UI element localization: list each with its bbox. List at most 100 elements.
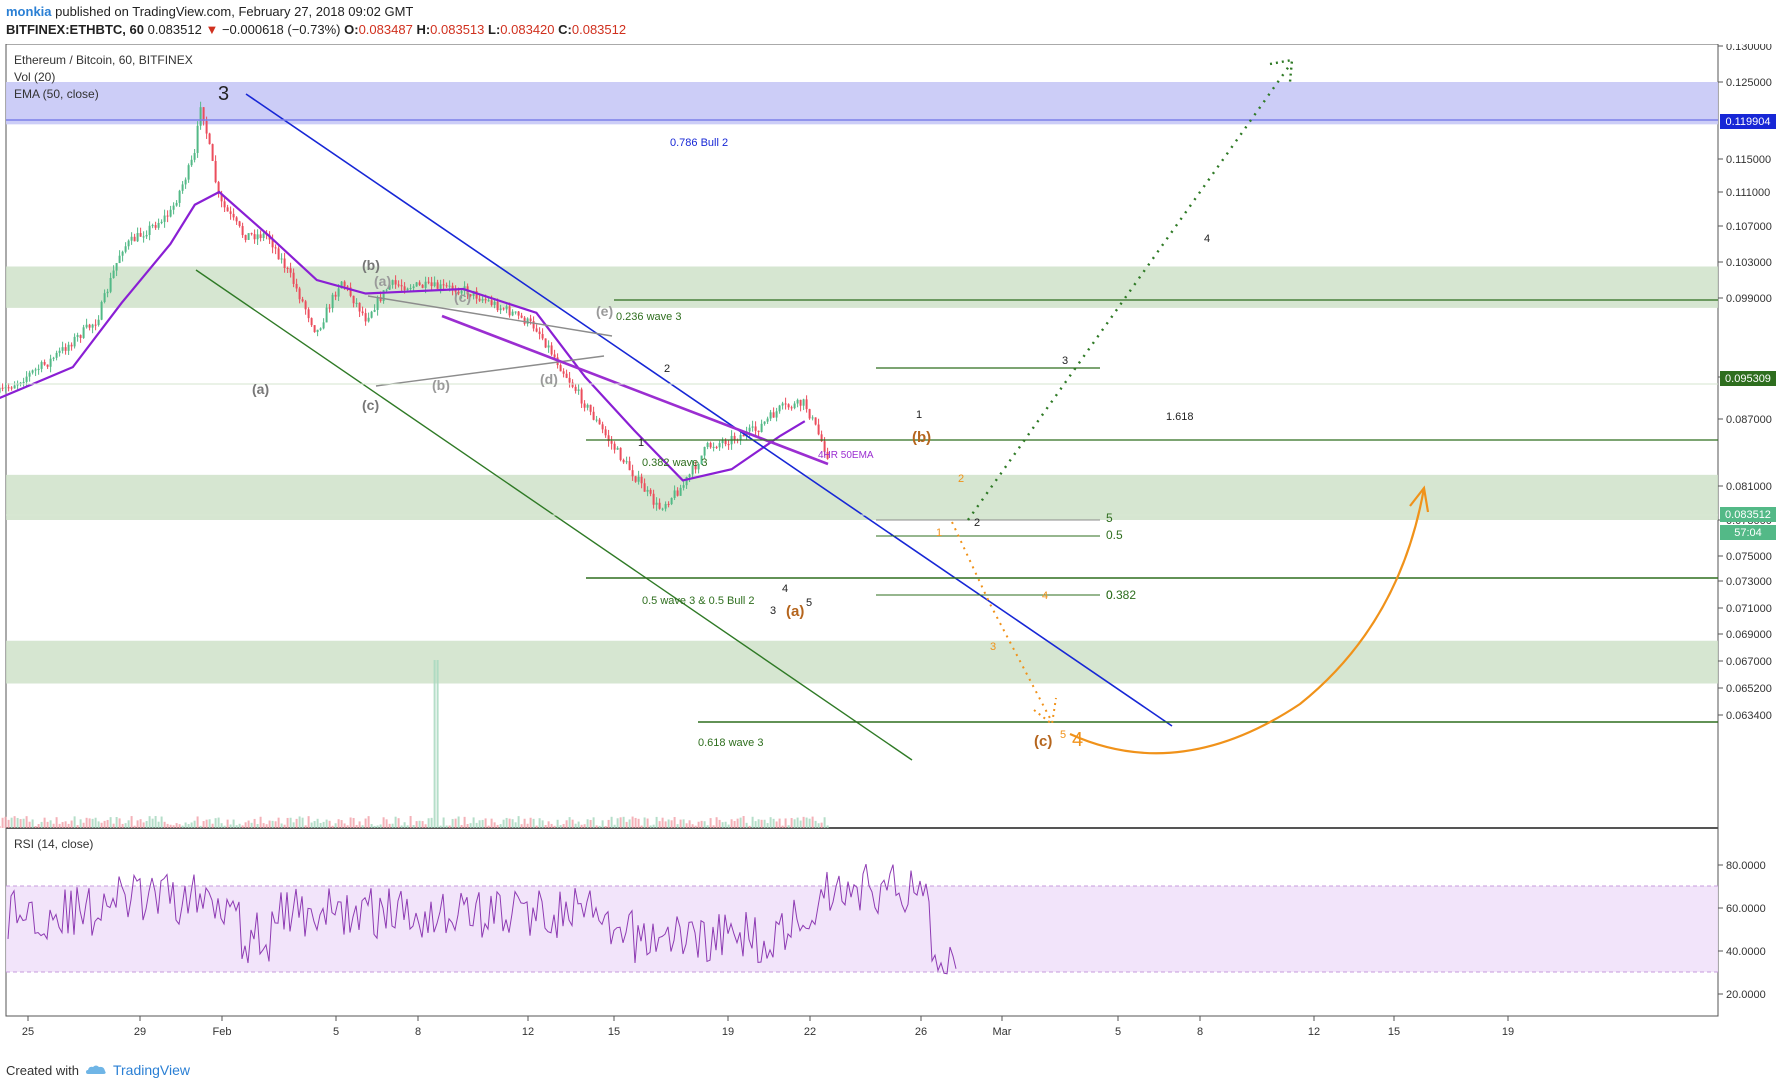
candle-down <box>559 365 562 372</box>
volume-bar <box>643 817 646 828</box>
volume-bar <box>607 819 610 828</box>
rsi-axis[interactable]: 80.0000 60.0000 40.0000 20.0000 <box>1718 860 1766 1001</box>
volume-bar <box>217 817 220 828</box>
annotation-label: 4HR 50EMA <box>818 450 874 461</box>
volume-bar <box>586 819 589 828</box>
candle-down <box>799 399 802 406</box>
candle-down <box>565 373 568 378</box>
candle-down <box>217 182 220 194</box>
candle-down <box>88 324 91 328</box>
volume-bar <box>739 817 742 828</box>
symbol-name[interactable]: BITFINEX:ETHBTC, 60 <box>6 22 144 37</box>
candle-up <box>142 236 145 238</box>
candle-down <box>814 417 817 425</box>
candle-down <box>520 315 523 318</box>
price-axis[interactable]: 0.130000 0.125000 0.115000 0.111000 0.107000… <box>1718 44 1772 722</box>
volume-bar <box>85 817 88 828</box>
candle-up <box>130 236 133 241</box>
volume-bar <box>412 825 415 828</box>
candle-up <box>103 293 106 302</box>
volume-bar <box>295 818 298 828</box>
low-label: L: <box>488 22 501 37</box>
price-chart[interactable]: 30.786 Bull 2(b)(a)(c)(e)(a)(c)(b) (d)0.2… <box>0 44 1783 1058</box>
annotation-label: 5 <box>806 597 812 609</box>
candle-up <box>181 184 184 191</box>
blue-channel-line[interactable] <box>245 93 1173 727</box>
volume-bar <box>523 818 526 828</box>
volume-bar <box>13 816 16 828</box>
volume-bar <box>79 819 82 828</box>
author-link[interactable]: monkia <box>6 4 52 19</box>
time-axis[interactable]: 25 29 Feb 5 8 12 15 19 22 26 Mar 5 8 12 15 19 <box>22 1016 1514 1038</box>
volume-bar <box>55 817 58 828</box>
wave-4-bounce-curve[interactable] <box>1069 487 1426 755</box>
volume-bar <box>328 820 331 828</box>
candle-up <box>811 417 814 419</box>
volume-bar <box>766 823 769 828</box>
volume-bar <box>619 817 622 828</box>
price-badge-label: 57:04 <box>1734 527 1762 539</box>
candle-down <box>538 331 541 335</box>
volume-bar <box>118 818 121 828</box>
volume-bar <box>763 819 766 828</box>
volume-bar <box>430 817 433 828</box>
time-tick-label: 15 <box>608 1026 620 1038</box>
bullish-arrowhead <box>1269 58 1294 83</box>
candle-down <box>532 321 535 329</box>
candle-up <box>112 270 115 278</box>
candle-up <box>547 345 550 348</box>
volume-bar <box>268 820 271 828</box>
candle-down <box>211 144 214 161</box>
volume-bar <box>745 822 748 828</box>
volume-bar <box>604 825 607 828</box>
vol-legend[interactable]: Vol (20) <box>14 70 56 84</box>
triangle-upper-line[interactable] <box>367 295 613 337</box>
volume-bar <box>172 825 175 828</box>
volume-bar <box>544 825 547 828</box>
volume-bar <box>253 818 256 828</box>
volume-bar <box>205 819 208 828</box>
volume-bar <box>418 820 421 828</box>
tradingview-cloud-icon <box>85 1065 106 1074</box>
candle-down <box>628 461 631 471</box>
candle-down <box>523 317 526 324</box>
price-badge <box>1720 371 1776 386</box>
volume-bar <box>58 823 61 828</box>
volume-bar <box>22 818 25 828</box>
bullish-projection-dotted[interactable] <box>967 61 1293 521</box>
volume-bar <box>283 824 286 828</box>
volume-bar <box>142 822 145 828</box>
triangle-lower-line[interactable] <box>375 355 605 387</box>
volume-bar <box>490 818 493 828</box>
volume-bar <box>280 823 283 828</box>
candle-up <box>721 440 724 444</box>
annotation-label: 0.382 <box>1106 588 1136 602</box>
candle-down <box>451 285 454 291</box>
annotation-label: 3 <box>1062 355 1068 367</box>
volume-bar <box>235 825 238 828</box>
candle-up <box>685 477 688 486</box>
volume-bar <box>169 824 172 828</box>
time-tick-label: Mar <box>993 1026 1012 1038</box>
candle-up <box>247 233 250 240</box>
candle-down <box>289 268 292 273</box>
candle-down <box>568 377 571 383</box>
volume-bar <box>388 823 391 828</box>
volume-bar <box>178 824 181 828</box>
candle-up <box>67 344 70 351</box>
tradingview-brand[interactable]: TradingView <box>112 1062 191 1078</box>
price-tick-label: 0.069000 <box>1726 629 1772 641</box>
volume-bar <box>508 818 511 828</box>
bearish-projection-dotted[interactable] <box>951 521 1053 723</box>
rsi-legend[interactable]: RSI (14, close) <box>14 837 94 851</box>
annotation-label: (e) <box>596 303 613 319</box>
candle-down <box>259 234 262 239</box>
volume-bar <box>37 824 40 828</box>
ema-legend[interactable]: EMA (50, close) <box>14 87 99 101</box>
volume-bar <box>592 817 595 828</box>
ema-trend-line[interactable] <box>441 314 829 466</box>
annotation-label: 1 <box>936 527 942 539</box>
volume-bar <box>241 825 244 828</box>
volume-bar <box>325 819 328 828</box>
candle-down <box>271 239 274 248</box>
